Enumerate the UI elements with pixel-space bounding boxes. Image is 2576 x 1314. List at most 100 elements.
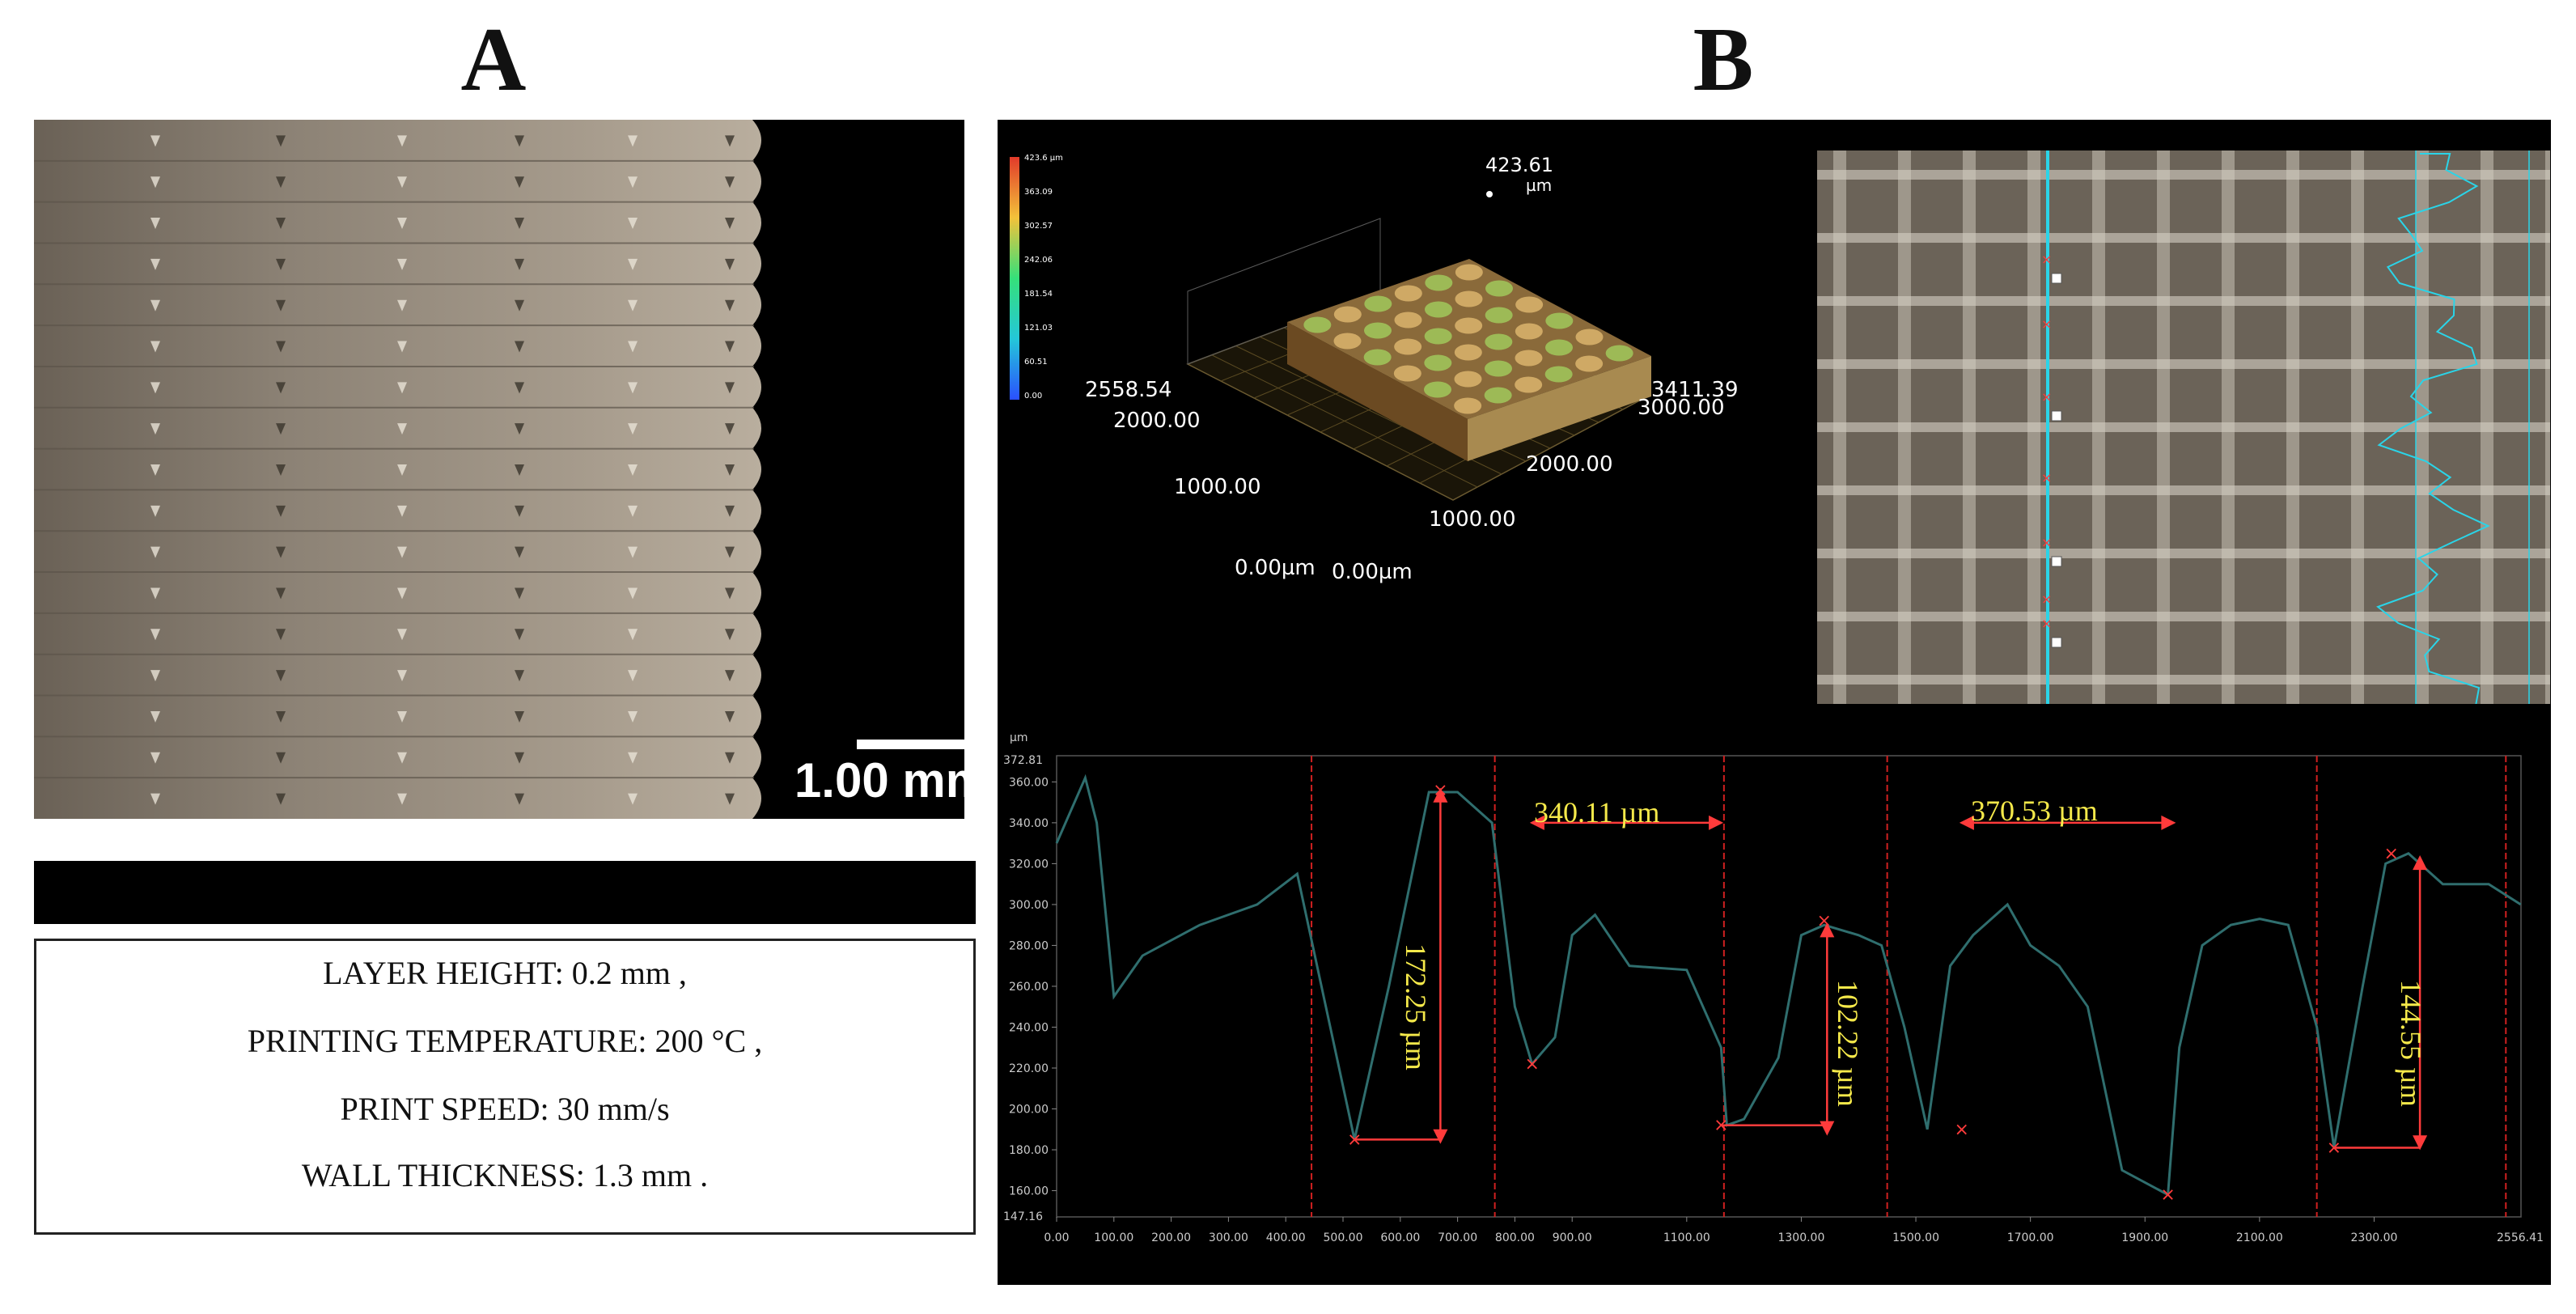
defect-mark (515, 752, 524, 764)
grid-filament-horizontal (1817, 233, 2550, 243)
colorbar-tick: 302.57 (1024, 222, 1053, 231)
panel-b-label: B (1693, 10, 1754, 110)
defect-mark (276, 752, 286, 764)
defect-mark (725, 341, 735, 353)
surface-bump (1605, 345, 1633, 362)
y-tick-label: 160.00 (1009, 1185, 1049, 1198)
defect-mark (397, 176, 407, 189)
defect-mark (515, 793, 524, 805)
defect-mark (397, 587, 407, 600)
x-marker: × (2041, 389, 2052, 405)
defect-mark (725, 629, 735, 641)
defect-mark (725, 793, 735, 805)
surface-bump (1485, 307, 1513, 324)
defect-mark (276, 218, 286, 230)
y-axis-label-1000: 1000.00 (1174, 475, 1261, 499)
x-axis-label-2000: 2000.00 (1526, 452, 1613, 477)
defect-mark (515, 670, 524, 682)
surface-bump (1393, 365, 1421, 382)
surface-bump (1485, 333, 1513, 350)
x-tick-label: 1900.00 (2121, 1231, 2168, 1244)
height-label-2: 102.22 µm (1832, 980, 1864, 1107)
defect-mark (276, 505, 286, 517)
defect-mark (276, 546, 286, 558)
defect-mark (628, 752, 638, 764)
defect-mark (515, 505, 524, 517)
colorbar-tick: 60.51 (1024, 358, 1048, 367)
arrow-head (1433, 1129, 1448, 1144)
y-max-label: 372.81 (1003, 754, 1043, 767)
grid-filament-horizontal (1817, 170, 2550, 180)
surface-bump (1424, 354, 1452, 371)
x-tick-label: 900.00 (1553, 1231, 1592, 1244)
defect-mark (725, 752, 735, 764)
defect-mark (397, 546, 407, 558)
surface-bump (1515, 296, 1544, 313)
x-marker: × (1954, 1120, 1968, 1140)
defect-mark (276, 258, 286, 270)
point-marker (2051, 410, 2062, 422)
defect-mark (276, 629, 286, 641)
x-marker: × (2041, 252, 2052, 267)
defect-mark (515, 629, 524, 641)
surface-3d-plot: 423.6 µm 363.09 302.57 242.06 181.54 121.03 60… (1000, 121, 1814, 704)
x-tick-label: 500.00 (1324, 1231, 1363, 1244)
x-marker: × (2160, 1185, 2175, 1206)
surface-bump (1425, 301, 1452, 318)
surface-bump (1575, 328, 1604, 345)
defect-mark (725, 382, 735, 394)
grid-filament-horizontal (1817, 485, 2550, 495)
panel-a-label: A (460, 10, 527, 110)
x-marker: × (1817, 911, 1832, 931)
defect-mark (397, 218, 407, 230)
colorbar-tick: 0.00 (1024, 392, 1042, 401)
param-wall-thickness: WALL THICKNESS: 1.3 mm . (301, 1157, 709, 1193)
surface-bump (1425, 274, 1453, 291)
x-marker: × (2327, 1138, 2341, 1159)
defect-mark (628, 793, 638, 805)
defect-mark (150, 587, 160, 600)
defect-mark (515, 341, 524, 353)
x-max-label: 2556.41 (2497, 1231, 2544, 1244)
defect-mark (150, 629, 160, 641)
height-label-3: 144.55 µm (2395, 980, 2427, 1107)
surface-bump (1364, 322, 1392, 339)
defect-mark (515, 135, 524, 147)
defect-mark (397, 423, 407, 435)
print-parameters-box: LAYER HEIGHT: 0.2 mm , PRINTING TEMPERAT… (34, 939, 976, 1235)
defect-mark (515, 382, 524, 394)
defect-mark (628, 423, 638, 435)
defect-mark (150, 793, 160, 805)
defect-mark (628, 176, 638, 189)
param-layer-height: LAYER HEIGHT: 0.2 mm , (323, 955, 687, 991)
defect-mark (276, 587, 286, 600)
point-marker (2051, 273, 2062, 284)
defect-mark (725, 505, 735, 517)
defect-mark (725, 423, 735, 435)
defect-mark (150, 505, 160, 517)
defect-mark (515, 546, 524, 558)
defect-mark (150, 135, 160, 147)
defect-mark (515, 587, 524, 600)
y-tick-label: 300.00 (1009, 899, 1049, 912)
arrow-head (1433, 787, 1448, 803)
y-unit-label: µm (1010, 731, 1028, 744)
x-marker: × (2041, 316, 2052, 332)
y-axis-label-2000: 2000.00 (1113, 409, 1201, 433)
defect-mark (397, 135, 407, 147)
surface-bump (1363, 349, 1392, 366)
x-marker: × (1433, 780, 1447, 800)
grid-filament-horizontal (1817, 422, 2550, 432)
y-min-label: 147.16 (1003, 1210, 1043, 1223)
defect-mark (397, 629, 407, 641)
surface-bump (1544, 366, 1573, 383)
x-tick-label: 1700.00 (2007, 1231, 2054, 1244)
defect-mark (628, 135, 638, 147)
x-tick-label: 0.00 (1044, 1231, 1069, 1244)
surface-bump (1394, 312, 1422, 328)
defect-mark (725, 258, 735, 270)
defect-mark (397, 710, 407, 723)
x-tick-label: 200.00 (1151, 1231, 1191, 1244)
grid-filament-horizontal (1817, 359, 2550, 369)
x-marker: × (1714, 1116, 1728, 1136)
